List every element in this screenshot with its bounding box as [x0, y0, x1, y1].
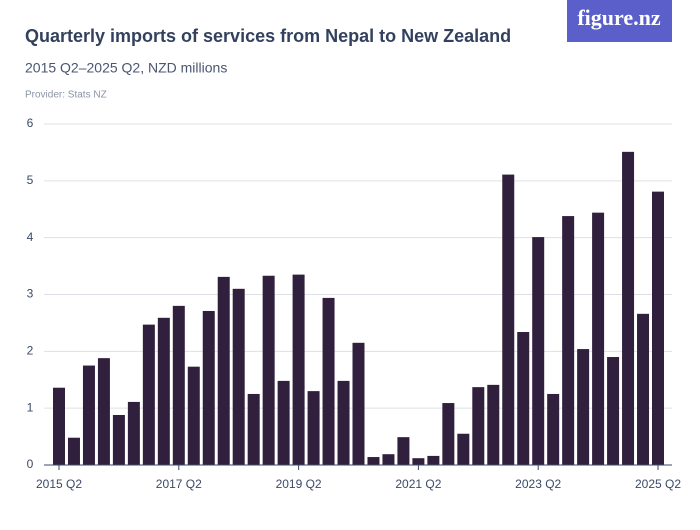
bar	[82, 365, 95, 465]
bar	[367, 457, 380, 465]
y-tick-label: 1	[27, 400, 34, 414]
chart-subtitle: 2015 Q2–2025 Q2, NZD millions	[25, 60, 227, 76]
bar	[427, 455, 440, 465]
x-tick-label: 2017 Q2	[156, 477, 202, 491]
bar	[247, 393, 260, 465]
bar	[442, 403, 455, 465]
bar	[67, 437, 80, 465]
bar	[292, 274, 305, 465]
logo: figure.nz	[577, 5, 661, 30]
bar	[532, 237, 545, 465]
provider: Provider: Stats NZ	[25, 90, 107, 101]
x-tick-label: 2025 Q2	[635, 477, 681, 491]
bar	[577, 349, 590, 465]
bar	[562, 216, 575, 465]
bar	[607, 357, 620, 465]
bar	[382, 454, 395, 465]
bar	[262, 275, 275, 465]
bar	[652, 191, 664, 466]
bar	[397, 437, 410, 465]
x-tick-label: 2023 Q2	[515, 477, 561, 491]
bar	[592, 212, 605, 465]
bar	[112, 414, 125, 465]
bar	[322, 297, 335, 465]
bar	[502, 174, 515, 465]
bar	[547, 393, 560, 465]
y-tick-label: 3	[27, 287, 34, 301]
bar	[307, 391, 320, 465]
bar	[277, 380, 290, 465]
bar	[352, 342, 365, 465]
bar	[337, 380, 350, 465]
bar	[97, 358, 110, 465]
bar	[637, 313, 650, 465]
bar	[217, 276, 230, 465]
x-tick-label: 2021 Q2	[395, 477, 441, 491]
bar	[172, 305, 185, 465]
y-tick-label: 6	[27, 116, 34, 130]
bar	[157, 317, 170, 465]
bar	[412, 458, 425, 465]
bar	[127, 401, 140, 465]
bar	[187, 366, 200, 465]
y-tick-label: 5	[27, 173, 34, 187]
x-tick-label: 2019 Q2	[276, 477, 322, 491]
bar	[517, 332, 530, 465]
bar	[487, 384, 500, 465]
y-tick-label: 4	[27, 230, 34, 244]
bar	[202, 310, 215, 465]
x-tick-label: 2015 Q2	[36, 477, 82, 491]
bar	[232, 288, 245, 465]
y-tick-label: 0	[27, 457, 34, 471]
bar	[622, 151, 635, 465]
bar	[53, 387, 65, 465]
y-tick-label: 2	[27, 344, 34, 358]
bar	[472, 387, 485, 465]
chart-title: Quarterly imports of services from Nepal…	[25, 26, 511, 46]
logo-box	[567, 0, 672, 42]
bar	[457, 433, 470, 465]
bar	[142, 324, 155, 465]
